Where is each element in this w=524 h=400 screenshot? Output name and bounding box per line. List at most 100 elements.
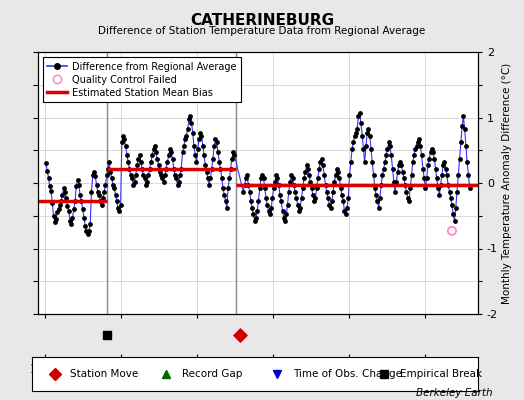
Point	[382, 152, 390, 159]
Point	[379, 165, 388, 172]
Point	[147, 159, 155, 165]
Point	[72, 183, 81, 190]
Point	[82, 228, 91, 234]
Point	[435, 192, 443, 198]
Point	[236, 332, 244, 338]
Point	[395, 162, 403, 168]
Point	[117, 139, 126, 146]
Point	[181, 136, 189, 142]
Point	[288, 175, 297, 182]
Point	[442, 165, 450, 172]
Point	[177, 165, 185, 172]
Point	[449, 211, 457, 218]
Point	[328, 198, 336, 204]
Point	[243, 172, 251, 178]
Point	[463, 159, 471, 165]
Point	[138, 165, 146, 172]
Point	[68, 214, 77, 221]
Point	[201, 162, 210, 168]
Point	[142, 182, 150, 188]
Point	[158, 175, 167, 182]
Point	[143, 178, 151, 185]
Point	[455, 156, 464, 162]
Point	[92, 182, 101, 188]
Point	[60, 185, 68, 192]
Point	[296, 205, 304, 211]
Point	[459, 113, 467, 119]
Text: Time of Obs. Change: Time of Obs. Change	[293, 369, 402, 379]
Point	[281, 218, 289, 224]
Point	[244, 182, 253, 188]
Point	[440, 159, 449, 165]
Point	[376, 195, 384, 201]
Point	[206, 175, 215, 182]
Point	[439, 162, 447, 168]
Point	[230, 152, 238, 159]
Point	[262, 195, 270, 201]
Point	[104, 165, 112, 172]
Point	[378, 172, 387, 178]
Point	[190, 142, 198, 149]
Point	[266, 211, 274, 218]
Point	[148, 152, 156, 159]
Point	[422, 175, 431, 182]
Point	[81, 222, 90, 229]
Point	[127, 172, 135, 178]
Point	[386, 142, 394, 149]
Point	[337, 192, 346, 198]
Point	[252, 214, 260, 221]
Point	[325, 202, 333, 208]
Point	[462, 142, 470, 149]
Point	[290, 182, 298, 188]
Text: Difference of Station Temperature Data from Regional Average: Difference of Station Temperature Data f…	[99, 26, 425, 36]
Point	[137, 159, 145, 165]
Point	[222, 198, 230, 204]
Legend: Difference from Regional Average, Quality Control Failed, Estimated Station Mean: Difference from Regional Average, Qualit…	[42, 57, 241, 102]
Point	[83, 231, 92, 237]
Point	[257, 175, 265, 182]
Point	[153, 156, 161, 162]
Point	[53, 209, 61, 216]
Point	[103, 332, 112, 338]
Point	[61, 188, 69, 195]
Point	[394, 169, 402, 175]
Point	[146, 165, 154, 172]
Point	[171, 172, 179, 178]
Point	[445, 188, 454, 195]
Point	[186, 113, 194, 119]
Point	[249, 211, 258, 218]
Point	[411, 146, 420, 152]
Point	[152, 149, 160, 156]
Point	[77, 198, 85, 204]
Point	[99, 195, 107, 201]
Point	[67, 221, 75, 228]
Point	[85, 228, 93, 234]
Point	[415, 136, 423, 142]
Point	[359, 146, 368, 152]
Point	[163, 159, 171, 165]
Point	[58, 192, 67, 198]
Point	[347, 159, 355, 165]
Point	[309, 192, 317, 198]
Point	[216, 165, 225, 172]
Point	[46, 183, 54, 190]
Point	[100, 188, 108, 195]
Point	[334, 169, 342, 175]
Point	[110, 185, 118, 192]
Point	[174, 178, 183, 185]
Point	[242, 175, 250, 182]
Point	[454, 172, 463, 178]
Point	[363, 129, 372, 136]
Point	[267, 205, 275, 211]
Text: Station Move: Station Move	[70, 369, 138, 379]
Point	[434, 185, 442, 192]
Point	[401, 182, 409, 188]
Point	[354, 113, 363, 119]
Point	[329, 188, 337, 195]
Point	[358, 133, 366, 139]
Point	[409, 159, 417, 165]
Point	[330, 178, 339, 185]
Point	[339, 198, 347, 204]
Point	[388, 165, 397, 172]
Point	[165, 152, 173, 159]
